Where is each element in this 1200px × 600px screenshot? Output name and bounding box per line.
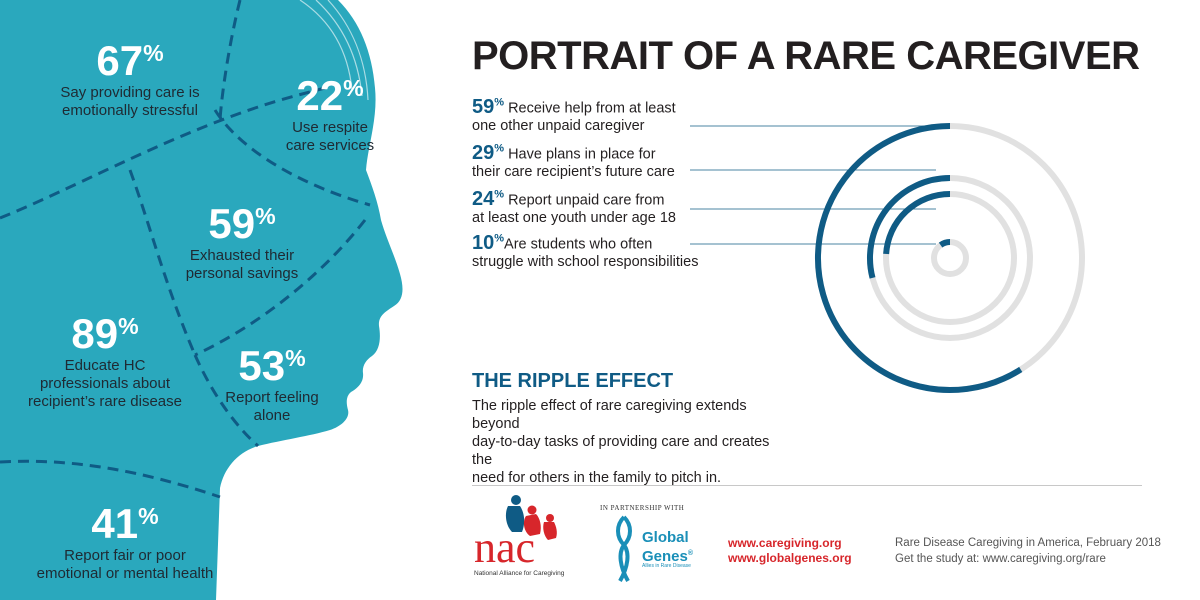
global-genes-logo <box>616 515 632 582</box>
ring-value-arc <box>938 239 951 248</box>
fact-value: 24% <box>472 187 505 210</box>
nac-logo: nac <box>474 495 557 572</box>
fact-line: one other unpaid caregiver <box>472 117 645 134</box>
fact-value: 29% <box>472 141 505 164</box>
page-title: PORTRAIT OF A RARE CAREGIVER <box>472 34 1140 78</box>
stat-educate-professionals: 89% Educate HC professionals about recipie… <box>10 313 200 411</box>
stat-value: 89% <box>71 310 139 357</box>
head-shape <box>0 0 403 600</box>
fact-youth-care: 24% Report unpaid care from at least one… <box>472 186 676 227</box>
fact-line: Report unpaid care from <box>508 192 665 209</box>
stat-respite-care: 22% Use respite care services <box>250 75 410 155</box>
stat-label: Say providing care is emotionally stressf… <box>60 84 200 119</box>
fact-future-plans: 29% Have plans in place for their care r… <box>472 140 675 181</box>
divider-lines <box>0 0 371 499</box>
stat-value: 53% <box>238 342 306 389</box>
stat-value: 41% <box>91 500 159 547</box>
ring-track <box>931 239 969 277</box>
global-genes-tagline: Allies in Rare Disease <box>642 563 691 569</box>
stat-label: Report fair or poor emotional or mental h… <box>36 547 214 582</box>
stat-value: 67% <box>96 37 164 84</box>
nac-figures-icon <box>505 495 557 540</box>
global-genes-wordmark: Global Genes® <box>642 529 694 565</box>
citation-study: Rare Disease Caregiving in America, Febr… <box>895 537 1161 549</box>
citation-link: Get the study at: www.caregiving.org/rar… <box>895 553 1106 565</box>
fact-line: struggle with school responsibilities <box>472 253 699 270</box>
nac-caption: National Alliance for Caregiving <box>474 570 565 577</box>
fact-line: at least one youth under age 18 <box>472 209 676 226</box>
fact-value: 10% <box>472 231 505 254</box>
ring-value-arc <box>883 191 951 255</box>
fact-students: 10%Are students who often struggle with … <box>472 230 698 271</box>
ripple-chart <box>690 123 1085 393</box>
stat-emotionally-stressful: 67% Say providing care is emotionally str… <box>20 40 240 120</box>
stat-label: Exhausted their personal savings <box>185 247 299 282</box>
footer-divider <box>472 485 1142 486</box>
stat-feeling-alone: 53% Report feeling alone <box>212 345 332 425</box>
ripple-description: The ripple effect of rare caregiving ext… <box>472 398 770 486</box>
fact-unpaid-help: 59% Receive help from at least one other… <box>472 94 676 135</box>
hair-lines <box>299 0 369 101</box>
fact-line: their care recipient’s future care <box>472 163 675 180</box>
stat-label: Report feeling alone <box>225 389 319 424</box>
stat-label: Use respite care services <box>285 119 375 154</box>
stat-poor-mental-health: 41% Report fair or poor emotional or ment… <box>25 503 225 583</box>
stat-value: 22% <box>296 72 364 119</box>
fact-line: Are students who often <box>504 236 653 253</box>
fact-line: Have plans in place for <box>508 146 656 163</box>
stat-label: Educate HC professionals about recipient’s… <box>28 357 182 410</box>
nac-wordmark: nac <box>474 523 535 572</box>
url-globalgenes[interactable]: www.globalgenes.org <box>728 551 852 565</box>
stat-exhausted-savings: 59% Exhausted their personal savings <box>162 203 322 283</box>
ripple-title: THE RIPPLE EFFECT <box>472 370 674 392</box>
stat-value: 59% <box>208 200 276 247</box>
partnership-label: IN PARTNERSHIP WITH <box>600 504 685 512</box>
ribbon-icon <box>616 515 632 582</box>
ring-value-arc <box>815 123 1023 393</box>
fact-line: Receive help from at least <box>508 100 676 117</box>
fact-value: 59% <box>472 95 505 118</box>
url-caregiving[interactable]: www.caregiving.org <box>728 536 842 550</box>
head-silhouette <box>0 0 403 600</box>
